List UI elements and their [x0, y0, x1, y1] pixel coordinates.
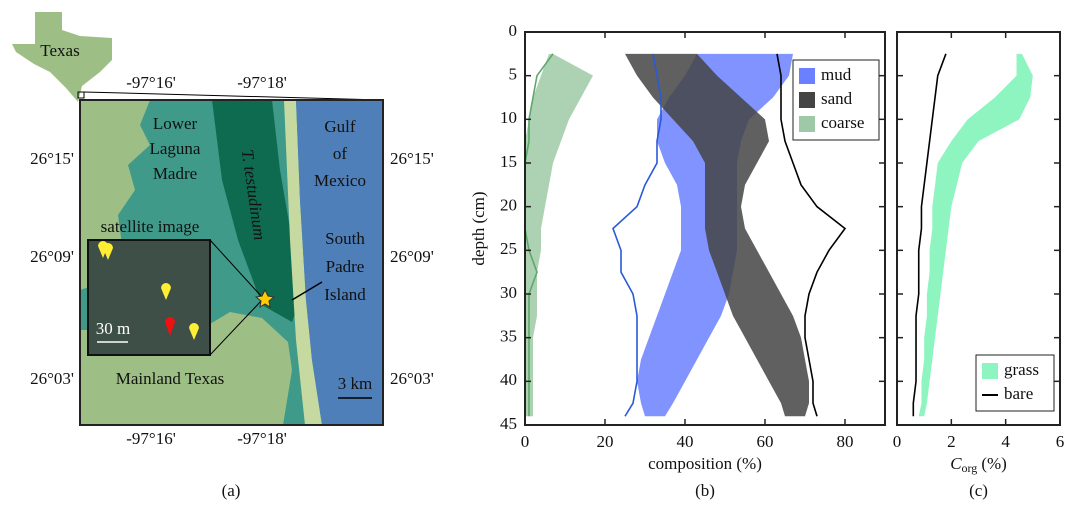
- y-tick-label: 30: [500, 283, 517, 302]
- x-tick-label: 0: [893, 432, 902, 451]
- caption: (c): [969, 481, 988, 500]
- inset-label: Texas: [40, 41, 79, 60]
- bare-line: [912, 53, 947, 417]
- y-tick-label: 15: [500, 152, 517, 171]
- bare-line: [524, 53, 554, 417]
- map-panel: Texas -97°16' -97°18' -97°16' -97°18' 26…: [12, 12, 434, 500]
- x-tick-label: 80: [837, 432, 854, 451]
- y-tick-label: 20: [500, 196, 517, 215]
- map-label: satellite image: [101, 217, 200, 236]
- texas-inset: [12, 12, 112, 102]
- x-tick-label: 60: [757, 432, 774, 451]
- x-tick-label: 40: [677, 432, 694, 451]
- map-label: Gulf: [324, 117, 356, 136]
- y-tick-label: 45: [500, 414, 517, 433]
- lon-label: -97°18': [237, 73, 287, 92]
- y-tick-label: 40: [500, 370, 517, 389]
- map-label: Laguna: [150, 139, 201, 158]
- axes-frame: [896, 31, 1061, 426]
- legend-label: grass: [1004, 360, 1039, 379]
- y-tick-label: 5: [509, 65, 518, 84]
- lat-label: 26°03': [390, 369, 434, 388]
- lat-label: 26°03': [30, 369, 74, 388]
- x-axis-label-subscript: org: [962, 461, 978, 475]
- map-label: Mainland Texas: [116, 369, 225, 388]
- axes-frame: [524, 31, 886, 426]
- legend-swatch: [982, 363, 998, 379]
- study-site: [254, 288, 276, 308]
- x-axis-label: composition (%): [648, 454, 762, 473]
- bare-line: [612, 53, 662, 417]
- map-label: Island: [324, 285, 366, 304]
- seagrass: [212, 100, 300, 322]
- pointer-line: [209, 239, 263, 298]
- map-label: Lower: [153, 114, 198, 133]
- lat-label: 26°09': [390, 247, 434, 266]
- x-tick-label: 2: [947, 432, 956, 451]
- map-label: Madre: [153, 164, 197, 183]
- barrier-island: [284, 100, 322, 425]
- legend-swatch: [799, 116, 815, 132]
- caption: (b): [695, 481, 715, 500]
- y-tick-label: 25: [500, 239, 517, 258]
- lat-label: 26°09': [30, 247, 74, 266]
- lat-label: 26°15': [30, 149, 74, 168]
- legend-label: sand: [821, 89, 853, 108]
- pointer-line: [209, 299, 263, 356]
- x-tick-label: 6: [1056, 432, 1065, 451]
- map-label: Mexico: [314, 171, 366, 190]
- map-label: South: [325, 229, 365, 248]
- y-tick-label: 35: [500, 327, 517, 346]
- inset-box: [77, 91, 85, 99]
- band: [625, 53, 809, 417]
- legend-label: mud: [821, 65, 852, 84]
- lat-label: 26°15': [390, 149, 434, 168]
- map-label: of: [333, 144, 348, 163]
- y-tick-label: 0: [509, 21, 518, 40]
- lon-label: -97°16': [126, 429, 176, 448]
- x-tick-label: 4: [1001, 432, 1010, 451]
- arrow: [291, 281, 323, 301]
- site-markers: [98, 241, 199, 340]
- lon-label: -97°18': [237, 429, 287, 448]
- legend-swatch: [799, 68, 815, 84]
- x-tick-label: 0: [521, 432, 530, 451]
- legend-label: bare: [1004, 384, 1033, 403]
- band: [918, 53, 1033, 417]
- legend-label: coarse: [821, 113, 864, 132]
- y-axis-label: depth (cm): [469, 191, 488, 265]
- x-axis-label: Corg (%): [950, 454, 1007, 475]
- scale-label: 30 m: [96, 319, 130, 338]
- lon-label: -97°16': [126, 73, 176, 92]
- band: [525, 53, 593, 417]
- x-axis-label-unit: (%): [981, 454, 1006, 473]
- x-tick-label: 20: [597, 432, 614, 451]
- zoom-line: [83, 91, 384, 101]
- map-label: Padre: [326, 257, 365, 276]
- bare-line: [776, 53, 847, 417]
- map-frame: [79, 99, 384, 426]
- scale-label: 3 km: [338, 374, 372, 393]
- x-axis-label-symbol: C: [950, 454, 962, 473]
- legend-swatch: [799, 92, 815, 108]
- caption: (a): [222, 481, 241, 500]
- y-tick-label: 10: [500, 108, 517, 127]
- gulf: [296, 100, 383, 425]
